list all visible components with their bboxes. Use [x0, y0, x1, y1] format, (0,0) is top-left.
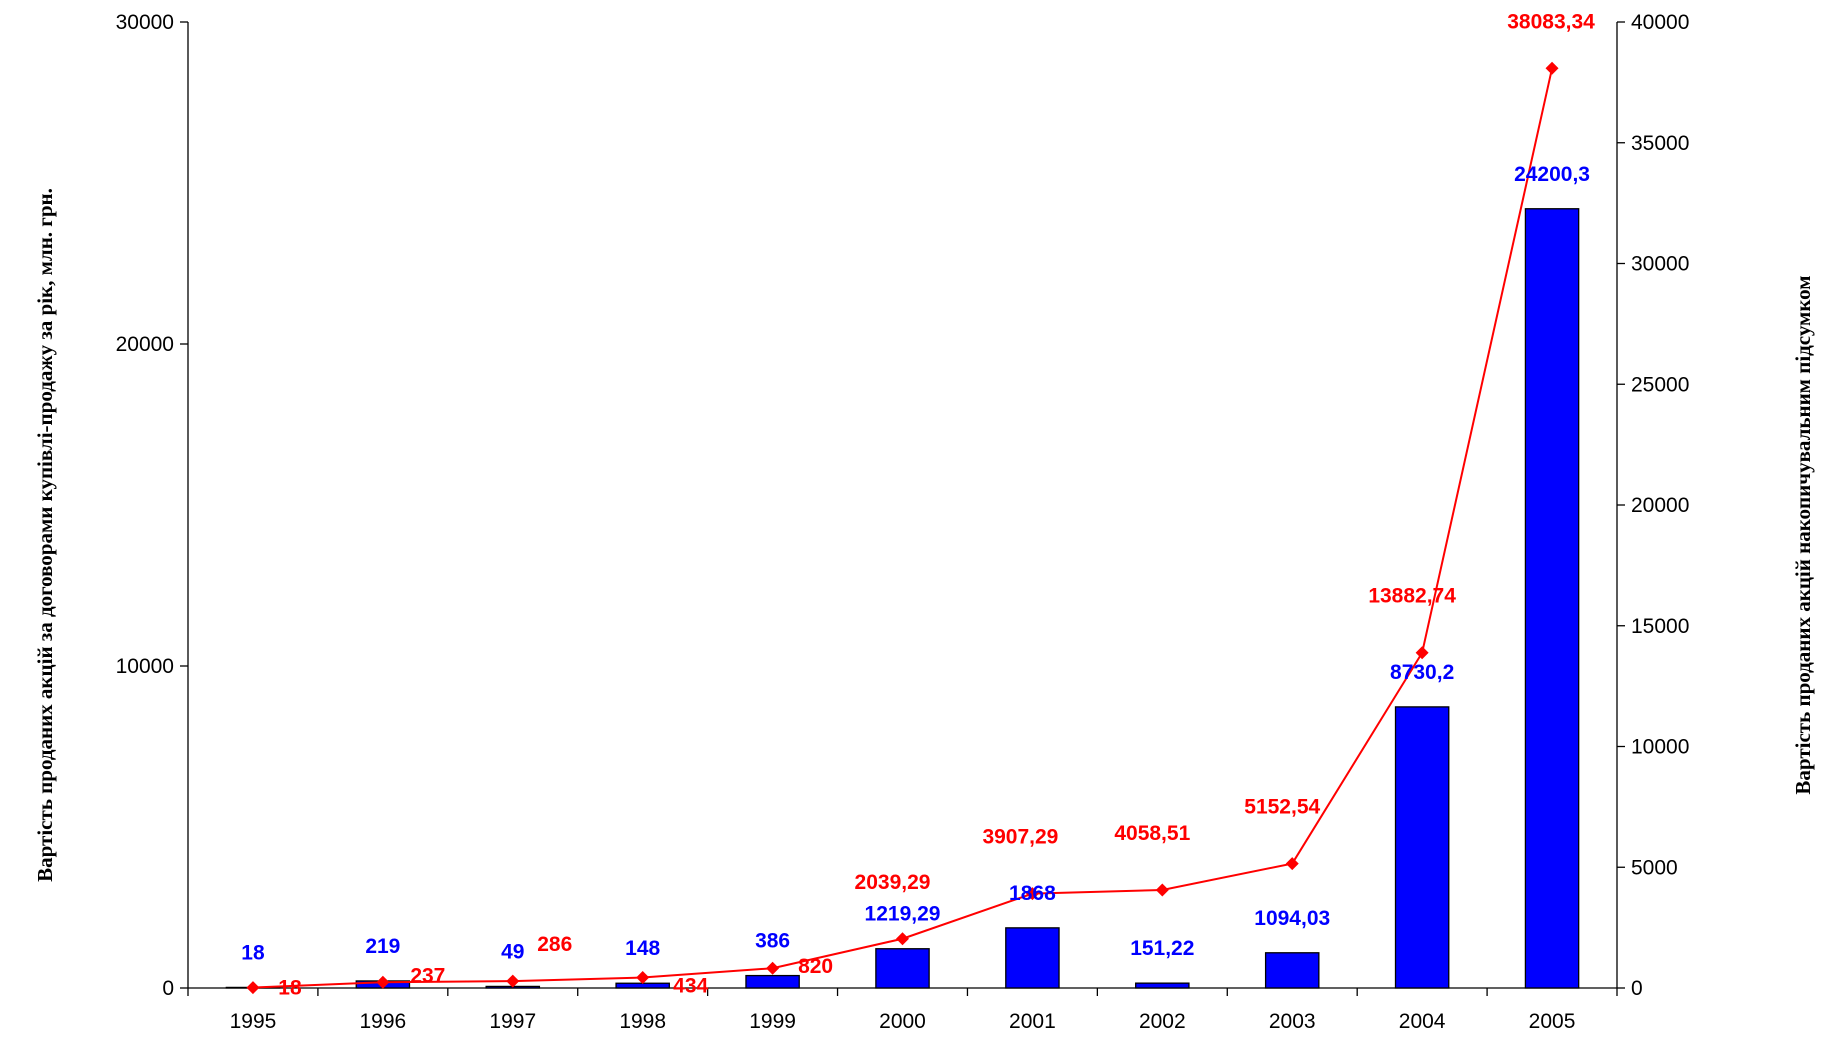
- x-tick-label: 2004: [1399, 1010, 1446, 1033]
- bar-data-label: 1219,29: [865, 903, 941, 926]
- bar: [875, 948, 930, 989]
- line-data-label: 237: [410, 964, 445, 987]
- cumulative-line: [252, 68, 1554, 989]
- axes: 0 10000 20000 30000 0 5000 10000 15000 20000 2500…: [116, 11, 1690, 1033]
- bar: [1005, 927, 1060, 989]
- line-data-label: 3907,29: [982, 826, 1058, 849]
- line-series: [246, 61, 1559, 995]
- line-data-label: 5152,54: [1244, 796, 1320, 819]
- y-tick-label-left: 10000: [116, 655, 174, 678]
- x-tick-label: 1998: [619, 1010, 666, 1033]
- bar-data-label: 1094,03: [1254, 907, 1330, 930]
- line-marker: [636, 971, 650, 985]
- y-tick-label-right: 10000: [1631, 736, 1689, 759]
- bar: [1394, 706, 1450, 989]
- x-tick-label: 1997: [489, 1010, 536, 1033]
- y-tick-label-left: 20000: [116, 333, 174, 356]
- bar-data-label: 8730,2: [1390, 661, 1454, 684]
- line-marker: [506, 974, 520, 988]
- bar-series: [225, 208, 1580, 989]
- line-data-label: 4058,51: [1114, 822, 1190, 845]
- bar-data-label: 18: [241, 941, 265, 964]
- line-marker: [1545, 61, 1559, 75]
- y-tick-label-left: 0: [162, 977, 174, 1000]
- bar: [1135, 982, 1190, 989]
- bar: [745, 974, 800, 989]
- x-tick-label: 1999: [749, 1010, 796, 1033]
- y-tick-label-right: 25000: [1631, 373, 1689, 396]
- bar-data-label: 1868: [1009, 882, 1056, 905]
- bar-data-label: 148: [625, 937, 660, 960]
- line-marker: [376, 975, 390, 989]
- bar: [1264, 952, 1320, 989]
- line-marker: [1285, 857, 1299, 871]
- y-tick-label-left: 30000: [116, 11, 174, 34]
- bar-data-label: 24200,3: [1514, 163, 1590, 186]
- bar-data-label: 219: [365, 935, 400, 958]
- y-tick-label-right: 0: [1631, 977, 1643, 1000]
- x-tick-label: 2000: [879, 1010, 926, 1033]
- x-tick-label: 2003: [1269, 1010, 1316, 1033]
- x-tick-label: 2001: [1009, 1010, 1056, 1033]
- line-data-label: 434: [673, 975, 708, 998]
- bar: [1524, 208, 1580, 989]
- line-marker: [766, 961, 780, 975]
- y-tick-label-right: 35000: [1631, 132, 1689, 155]
- line-data-label: 18: [278, 977, 302, 1000]
- x-tick-label: 1995: [230, 1010, 277, 1033]
- line-data-label: 2039,29: [855, 871, 931, 894]
- y-axis-title-left: Вартість проданих акцій за договорами ку…: [33, 188, 57, 882]
- y-tick-label-right: 40000: [1631, 11, 1689, 34]
- y-axis-title-right: Вартість проданих акцій накопичувальним …: [1791, 275, 1815, 794]
- y-tick-label-right: 15000: [1631, 615, 1689, 638]
- line-marker: [1415, 646, 1429, 660]
- y-tick-label-right: 30000: [1631, 253, 1689, 276]
- x-tick-label: 2005: [1529, 1010, 1576, 1033]
- x-tick-label: 1996: [360, 1010, 407, 1033]
- line-marker: [1155, 883, 1169, 897]
- bar-data-label: 151,22: [1130, 937, 1194, 960]
- y-tick-label-right: 5000: [1631, 856, 1678, 879]
- bar-data-label: 386: [755, 930, 790, 953]
- line-data-label: 820: [798, 955, 833, 978]
- line-marker: [246, 981, 260, 995]
- bar-data-label: 49: [501, 940, 524, 963]
- data-labels: 18 219 49 148 386 1219,29 1868 151,22 1094,03 873…: [241, 10, 1595, 999]
- y-tick-label-right: 20000: [1631, 494, 1689, 517]
- line-data-label: 13882,74: [1368, 585, 1456, 608]
- line-data-label: 38083,34: [1507, 10, 1595, 33]
- line-marker: [1025, 887, 1039, 901]
- x-tick-label: 2002: [1139, 1010, 1186, 1033]
- line-data-label: 286: [537, 933, 572, 956]
- line-marker: [896, 932, 909, 946]
